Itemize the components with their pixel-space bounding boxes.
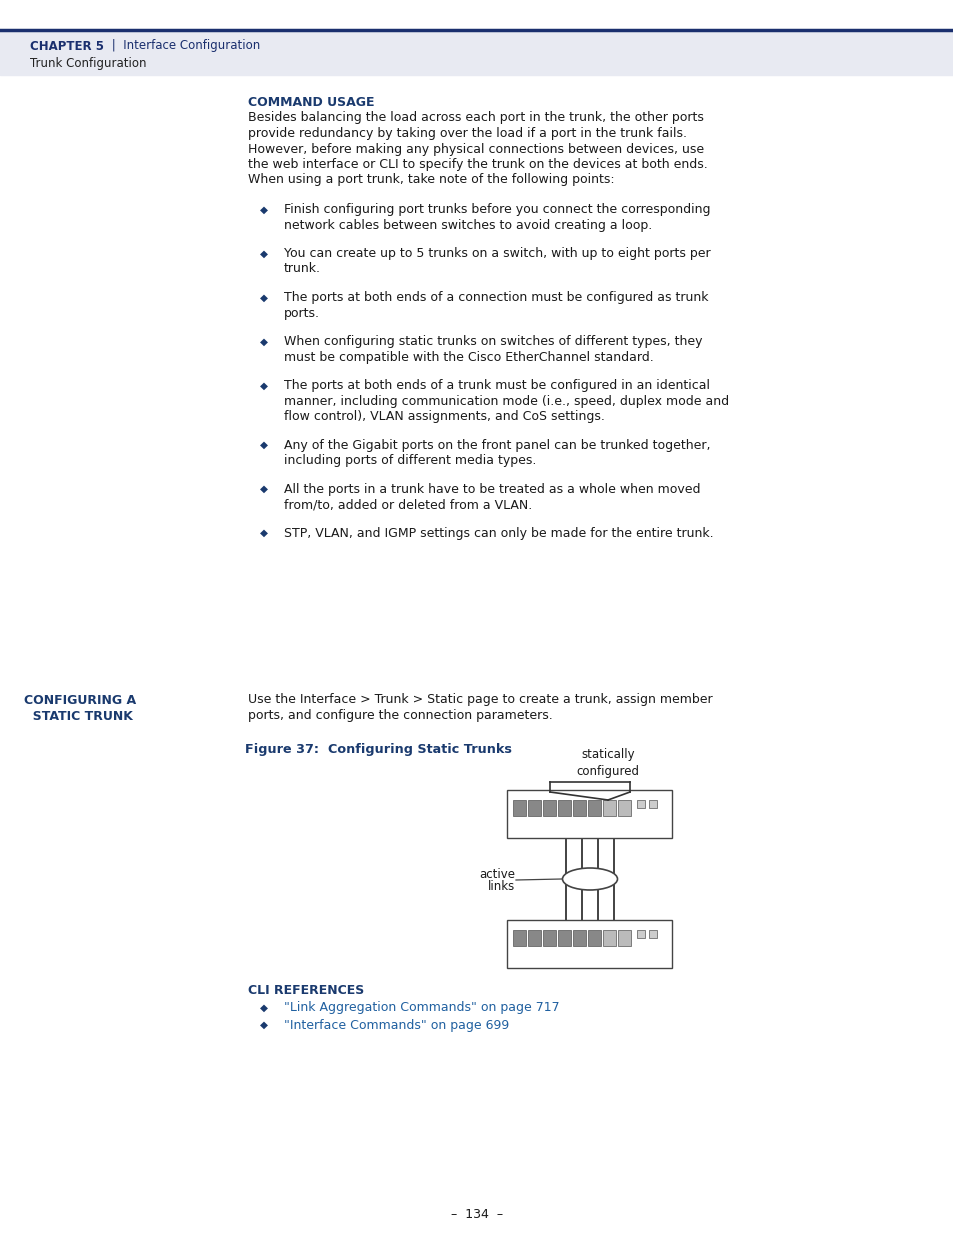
- Text: |  Interface Configuration: | Interface Configuration: [108, 40, 260, 53]
- Bar: [649, 800, 657, 808]
- Bar: [618, 930, 631, 946]
- Text: active: active: [478, 867, 515, 881]
- Text: Trunk Configuration: Trunk Configuration: [30, 57, 147, 69]
- Bar: [543, 800, 556, 816]
- Text: Use the Interface > Trunk > Static page to create a trunk, assign member: Use the Interface > Trunk > Static page …: [248, 694, 712, 706]
- Text: STATIC TRUNK: STATIC TRUNK: [24, 710, 132, 724]
- Bar: [573, 930, 586, 946]
- Text: COMMAND USAGE: COMMAND USAGE: [248, 96, 375, 110]
- Bar: [528, 800, 541, 816]
- Text: from/to, added or deleted from a VLAN.: from/to, added or deleted from a VLAN.: [284, 498, 532, 511]
- Text: ◆: ◆: [260, 440, 268, 450]
- Bar: [507, 790, 672, 839]
- Bar: [558, 930, 571, 946]
- Text: provide redundancy by taking over the load if a port in the trunk fails.: provide redundancy by taking over the lo…: [248, 127, 686, 140]
- Text: ◆: ◆: [260, 529, 268, 538]
- Text: must be compatible with the Cisco EtherChannel standard.: must be compatible with the Cisco EtherC…: [284, 351, 653, 363]
- Bar: [603, 800, 616, 816]
- Text: "Interface Commands" on page 699: "Interface Commands" on page 699: [284, 1019, 509, 1031]
- Text: The ports at both ends of a connection must be configured as trunk: The ports at both ends of a connection m…: [284, 291, 708, 304]
- Text: ◆: ◆: [260, 293, 268, 303]
- Text: ports, and configure the connection parameters.: ports, and configure the connection para…: [248, 709, 552, 722]
- Text: However, before making any physical connections between devices, use: However, before making any physical conn…: [248, 142, 703, 156]
- Bar: [0, 30, 953, 75]
- Bar: [507, 920, 672, 968]
- Bar: [618, 800, 631, 816]
- Text: –  134  –: – 134 –: [451, 1209, 502, 1221]
- Text: ◆: ◆: [260, 1003, 268, 1013]
- Text: ◆: ◆: [260, 1020, 268, 1030]
- Text: ports.: ports.: [284, 306, 319, 320]
- Bar: [528, 930, 541, 946]
- Text: All the ports in a trunk have to be treated as a whole when moved: All the ports in a trunk have to be trea…: [284, 483, 700, 495]
- Text: manner, including communication mode (i.e., speed, duplex mode and: manner, including communication mode (i.…: [284, 394, 728, 408]
- Text: When configuring static trunks on switches of different types, they: When configuring static trunks on switch…: [284, 335, 701, 348]
- Text: Finish configuring port trunks before you connect the corresponding: Finish configuring port trunks before yo…: [284, 203, 710, 216]
- Bar: [637, 930, 645, 939]
- Bar: [637, 800, 645, 808]
- Text: CHAPTER 5: CHAPTER 5: [30, 40, 104, 53]
- Bar: [513, 930, 526, 946]
- Bar: [588, 930, 601, 946]
- Text: The ports at both ends of a trunk must be configured in an identical: The ports at both ends of a trunk must b…: [284, 379, 709, 391]
- Text: Besides balancing the load across each port in the trunk, the other ports: Besides balancing the load across each p…: [248, 111, 703, 125]
- Text: "Link Aggregation Commands" on page 717: "Link Aggregation Commands" on page 717: [284, 1002, 559, 1014]
- Text: flow control), VLAN assignments, and CoS settings.: flow control), VLAN assignments, and CoS…: [284, 410, 604, 424]
- Bar: [573, 800, 586, 816]
- Bar: [588, 800, 601, 816]
- Text: When using a port trunk, take note of the following points:: When using a port trunk, take note of th…: [248, 173, 614, 186]
- Text: CLI REFERENCES: CLI REFERENCES: [248, 983, 364, 997]
- Text: including ports of different media types.: including ports of different media types…: [284, 454, 536, 467]
- Text: statically
configured: statically configured: [576, 748, 639, 778]
- Bar: [513, 800, 526, 816]
- Text: ◆: ◆: [260, 205, 268, 215]
- Text: Any of the Gigabit ports on the front panel can be trunked together,: Any of the Gigabit ports on the front pa…: [284, 438, 710, 452]
- Bar: [603, 930, 616, 946]
- Bar: [649, 930, 657, 939]
- Bar: [558, 800, 571, 816]
- Text: network cables between switches to avoid creating a loop.: network cables between switches to avoid…: [284, 219, 652, 231]
- Text: trunk.: trunk.: [284, 263, 320, 275]
- Text: ◆: ◆: [260, 248, 268, 258]
- Text: the web interface or CLI to specify the trunk on the devices at both ends.: the web interface or CLI to specify the …: [248, 158, 707, 170]
- Text: ◆: ◆: [260, 484, 268, 494]
- Text: ◆: ◆: [260, 336, 268, 347]
- Text: STP, VLAN, and IGMP settings can only be made for the entire trunk.: STP, VLAN, and IGMP settings can only be…: [284, 526, 713, 540]
- Text: ◆: ◆: [260, 380, 268, 390]
- Text: You can create up to 5 trunks on a switch, with up to eight ports per: You can create up to 5 trunks on a switc…: [284, 247, 710, 261]
- Text: links: links: [487, 881, 515, 893]
- Bar: [543, 930, 556, 946]
- Text: CONFIGURING A: CONFIGURING A: [24, 694, 136, 706]
- Text: Figure 37:  Configuring Static Trunks: Figure 37: Configuring Static Trunks: [244, 743, 511, 757]
- Ellipse shape: [562, 868, 617, 890]
